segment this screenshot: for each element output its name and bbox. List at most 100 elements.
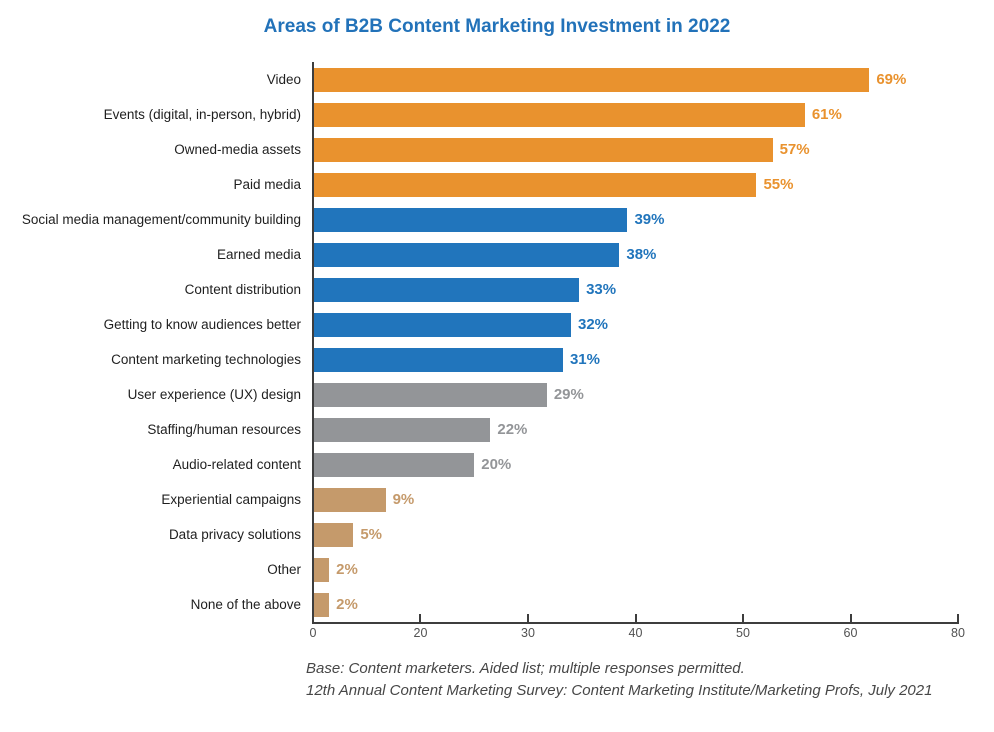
category-label: Experiential campaigns — [161, 492, 301, 507]
bar-track: 57% — [313, 137, 958, 162]
bar — [313, 67, 870, 92]
bar-row: Earned media 38% — [0, 237, 958, 272]
value-label: 38% — [626, 246, 657, 263]
bar-rows: Video 69% Events (digital, in-person, hybr… — [0, 62, 958, 622]
value-label: 33% — [586, 281, 617, 298]
bar-row: Content distribution 33% — [0, 272, 958, 307]
bar-track: 2% — [313, 592, 958, 617]
x-axis-tick — [526, 614, 529, 622]
value-label: 5% — [360, 526, 382, 543]
bar-row: Content marketing technologies 31% — [0, 342, 958, 377]
bar-track: 31% — [313, 347, 958, 372]
bar-track: 61% — [313, 102, 958, 127]
bar-track: 55% — [313, 172, 958, 197]
bar-row: Staffing/human resources 22% — [0, 412, 958, 447]
bar-track: 38% — [313, 242, 958, 267]
value-label: 22% — [497, 421, 528, 438]
value-label: 2% — [336, 561, 358, 578]
footer-line-1: Base: Content marketers. Aided list; mul… — [306, 660, 745, 677]
source-note: Base: Content marketers. Aided list; mul… — [306, 658, 994, 702]
category-label: Paid media — [233, 177, 301, 192]
category-label: Owned-media assets — [174, 142, 301, 157]
bar — [313, 137, 773, 162]
bar-track: 33% — [313, 277, 958, 302]
value-label: 69% — [876, 71, 907, 88]
x-axis-tick-labels: 0 20 30 40 50 60 80 — [309, 622, 965, 642]
bar — [313, 592, 330, 617]
bar-row: Audio-related content 20% — [0, 447, 958, 482]
bar — [313, 207, 628, 232]
value-label: 9% — [392, 491, 415, 508]
x-axis-tick — [849, 614, 852, 622]
bar-track: 2% — [313, 557, 958, 582]
category-label: User experience (UX) design — [127, 387, 301, 402]
bar-track: 29% — [313, 382, 958, 407]
bar-row: Video 69% — [0, 62, 958, 97]
x-axis-tick — [419, 614, 422, 622]
x-axis-tick-label: 20 — [413, 626, 428, 640]
category-label: Staffing/human resources — [147, 422, 301, 437]
bar — [313, 172, 757, 197]
value-label: 39% — [634, 211, 665, 228]
bar — [313, 312, 571, 337]
bar-row: Other 2% — [0, 552, 958, 587]
bar-track: 69% — [313, 67, 958, 92]
x-axis-tick-label: 30 — [521, 626, 535, 640]
category-label: Video — [266, 72, 301, 87]
value-label: 29% — [553, 386, 584, 403]
bar — [313, 487, 386, 512]
bar-track: 22% — [313, 417, 958, 442]
bar — [313, 557, 330, 582]
bar-row: Owned-media assets 57% — [0, 132, 958, 167]
bar — [313, 102, 805, 127]
category-label: None of the above — [190, 597, 301, 612]
value-label: 2% — [336, 596, 358, 613]
bar-track: 32% — [313, 312, 958, 337]
chart-title: Areas of B2B Content Marketing Investmen… — [263, 16, 731, 37]
x-axis-tick-label: 80 — [951, 626, 965, 640]
value-label: 32% — [578, 316, 609, 333]
bar — [313, 277, 580, 302]
category-label: Earned media — [216, 247, 301, 262]
bar-track: 9% — [313, 487, 958, 512]
bar-row: Social media management/community buildi… — [0, 202, 958, 237]
x-axis-tick-label: 60 — [843, 626, 858, 640]
category-label: Events (digital, in-person, hybrid) — [103, 107, 301, 122]
bar — [313, 452, 475, 477]
x-axis-tick — [741, 614, 744, 622]
footer-line-2: 12th Annual Content Marketing Survey: Co… — [306, 682, 933, 699]
bar — [313, 522, 354, 547]
plot-area: Video 69% Events (digital, in-person, hybr… — [0, 62, 959, 624]
bar-track: 20% — [313, 452, 958, 477]
bar-row: Data privacy solutions 5% — [0, 517, 958, 552]
x-axis-tick-label: 50 — [736, 626, 750, 640]
category-label: Data privacy solutions — [168, 527, 301, 542]
x-axis-ticks — [313, 614, 959, 622]
x-axis-tick-label: 0 — [309, 626, 317, 640]
x-axis-tick-label: 40 — [628, 626, 643, 640]
x-axis-tick — [957, 614, 959, 622]
bar-row: Events (digital, in-person, hybrid) 61% — [0, 97, 958, 132]
value-label: 20% — [481, 456, 512, 473]
value-label: 57% — [779, 141, 810, 158]
x-axis-tick — [634, 614, 637, 622]
y-axis-line — [312, 62, 314, 622]
bar — [313, 347, 563, 372]
bar-track: 39% — [313, 207, 958, 232]
bar-row: None of the above 2% — [0, 587, 958, 622]
bar-row: Getting to know audiences better 32% — [0, 307, 958, 342]
category-label: Getting to know audiences better — [103, 317, 301, 332]
bar-row: Paid media 55% — [0, 167, 958, 202]
value-label: 31% — [569, 351, 600, 368]
bar — [313, 417, 491, 442]
bar — [313, 382, 547, 407]
bar-track: 5% — [313, 522, 958, 547]
category-label: Audio-related content — [172, 457, 301, 472]
bar-row: Experiential campaigns 9% — [0, 482, 958, 517]
bar — [313, 242, 620, 267]
category-label: Other — [267, 562, 301, 577]
value-label: 61% — [811, 106, 842, 123]
category-label: Content distribution — [184, 282, 301, 297]
category-label: Social media management/community buildi… — [21, 212, 301, 227]
